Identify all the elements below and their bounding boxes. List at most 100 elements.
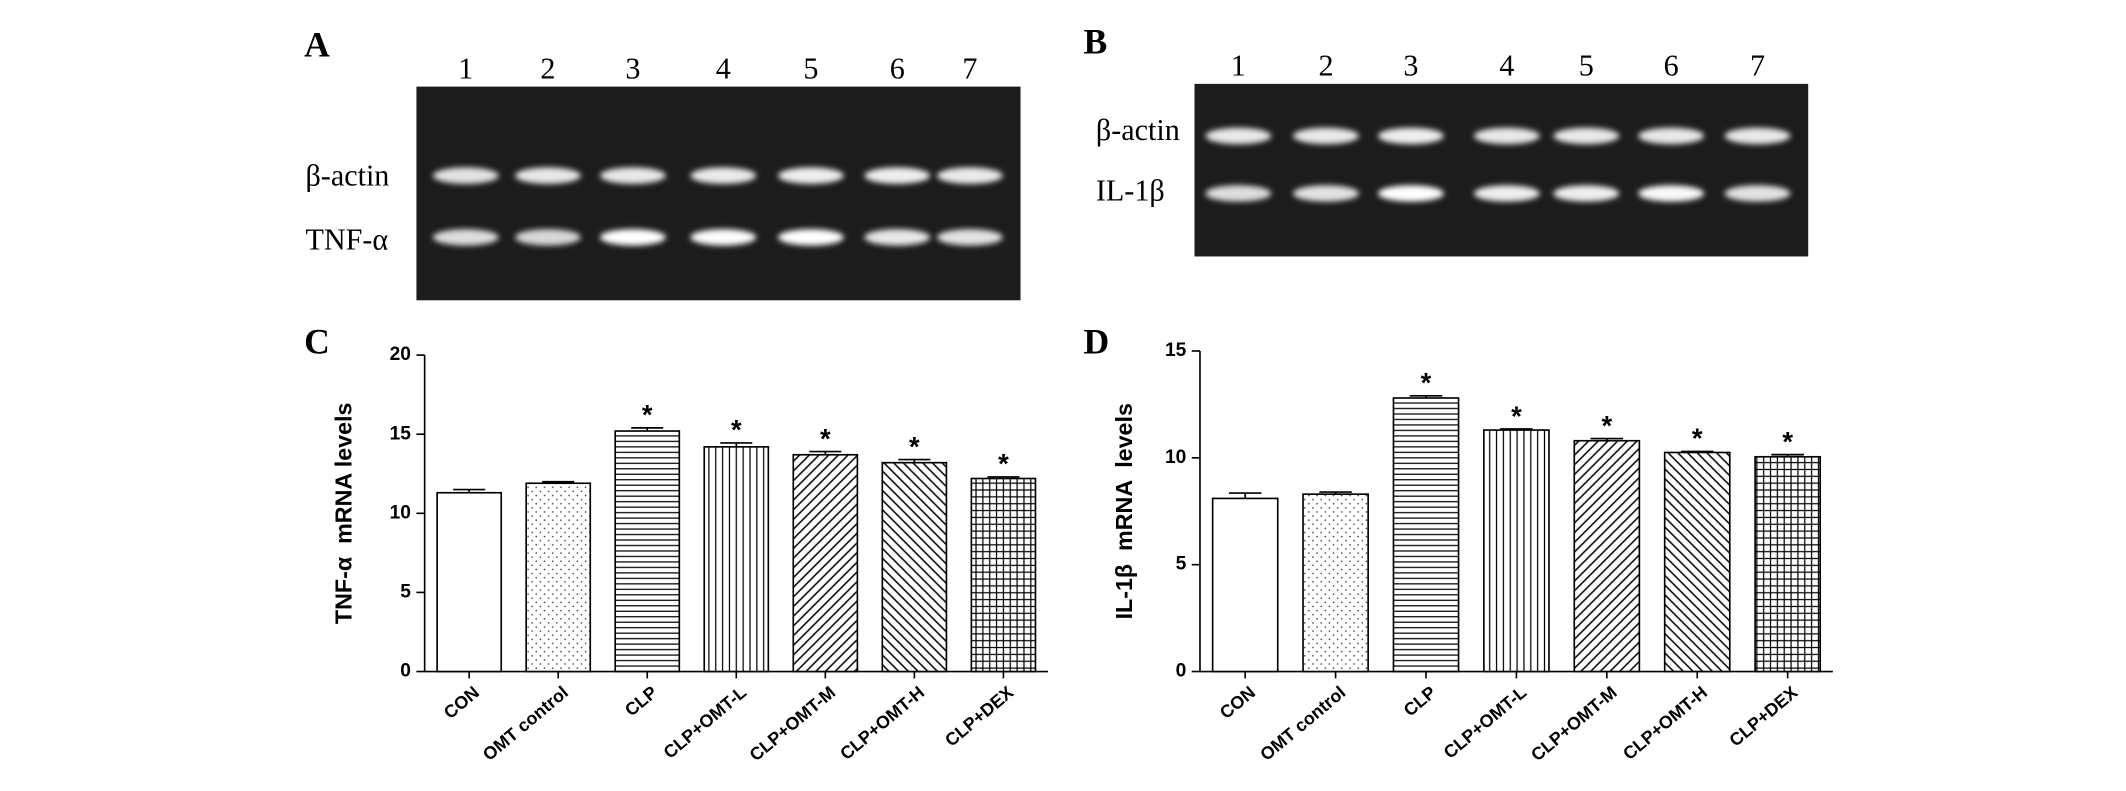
band-label: β-actin	[1096, 113, 1180, 147]
lane-label: 4	[1499, 49, 1514, 83]
bar	[1663, 451, 1731, 673]
bar	[792, 453, 859, 673]
lane-label: 4	[716, 51, 731, 85]
y-tick-label: 20	[390, 344, 411, 365]
bar	[436, 491, 503, 673]
gel-band	[1638, 127, 1705, 145]
gel-band	[1473, 127, 1540, 145]
band-label: IL-1β	[1096, 173, 1165, 207]
y-axis-label: TNF-α mRNA levels	[330, 403, 356, 625]
bar	[1483, 429, 1550, 673]
lane-label: 5	[1579, 49, 1594, 83]
gel-band	[778, 229, 844, 246]
gel-band	[1293, 185, 1359, 202]
error-bar	[1409, 395, 1443, 398]
error-bar	[987, 476, 1020, 479]
significance-marker: *	[731, 414, 742, 445]
x-tick-label: CLP	[1400, 682, 1440, 720]
gel-band	[864, 229, 931, 246]
y-tick-label: 5	[400, 581, 411, 602]
lane-label: 3	[625, 51, 640, 85]
bar	[881, 461, 948, 673]
lane-label: 7	[1750, 49, 1765, 83]
bar	[970, 477, 1037, 673]
bar	[1211, 497, 1279, 673]
gel-band	[599, 229, 666, 246]
y-tick-label: 15	[1165, 340, 1187, 361]
panel-label: C	[304, 322, 330, 362]
x-tick-label: OMT control	[1256, 682, 1349, 765]
gel-band	[1205, 185, 1272, 202]
lane-label: 6	[1664, 49, 1679, 83]
gel-band	[432, 167, 499, 184]
gel-band	[1473, 185, 1540, 202]
lane-label: 2	[1318, 49, 1333, 83]
x-tick-label: CLP	[621, 682, 661, 720]
x-tick-label: CLP+DEX	[1725, 682, 1801, 750]
gel-band	[864, 167, 931, 184]
error-bar	[1680, 450, 1714, 453]
error-bar	[542, 480, 575, 484]
gel-band	[1293, 127, 1359, 145]
gel-band	[936, 167, 1003, 184]
x-tick-label: CLP+OMT-L	[660, 682, 751, 763]
x-tick-label: CLP+OMT-L	[1440, 682, 1531, 763]
gel-band	[599, 167, 666, 184]
gel-band	[1378, 185, 1444, 202]
bar	[1392, 397, 1460, 673]
gel-band	[1638, 185, 1705, 202]
significance-marker: *	[642, 399, 653, 430]
error-bar	[1228, 492, 1262, 499]
gel-image	[416, 86, 1021, 301]
lane-label: 3	[1403, 49, 1418, 83]
error-bar	[1590, 437, 1624, 441]
x-tick-label: CLP+OMT-M	[1527, 682, 1621, 765]
error-bar	[453, 488, 486, 493]
gel-band	[690, 167, 757, 184]
y-tick-label: 0	[400, 661, 411, 682]
significance-marker: *	[909, 431, 920, 462]
bar	[1754, 455, 1822, 673]
gel-band	[515, 229, 581, 246]
x-tick-label: CON	[440, 682, 483, 723]
x-tick-label: CLP+DEX	[941, 682, 1017, 750]
gel-band	[778, 167, 844, 184]
gel-image	[1194, 83, 1809, 257]
bar	[703, 446, 770, 673]
error-bar	[1319, 491, 1352, 495]
x-tick-label: CLP+OMT-M	[746, 682, 840, 765]
x-tick-label: OMT control	[479, 682, 572, 765]
bar	[1302, 493, 1369, 673]
y-tick-label: 15	[390, 423, 412, 444]
gel-band	[1553, 185, 1620, 202]
x-tick-label: CLP+OMT-H	[1619, 682, 1711, 764]
gel-band	[936, 229, 1003, 246]
gel-band	[1378, 127, 1444, 145]
gel-band	[432, 229, 499, 246]
error-bar	[1771, 453, 1804, 457]
gel-band	[1553, 127, 1620, 145]
significance-marker: *	[1692, 423, 1703, 454]
gel-band	[1724, 185, 1791, 202]
x-tick-label: CLP+OMT-H	[836, 682, 928, 764]
panel-label: A	[304, 24, 330, 64]
panel-label: B	[1084, 22, 1108, 62]
lane-label: 1	[458, 51, 473, 85]
bar	[1573, 439, 1641, 673]
y-tick-label: 0	[1176, 661, 1187, 682]
significance-marker: *	[998, 448, 1009, 479]
gel-band	[1205, 127, 1272, 145]
lane-label: 6	[890, 51, 905, 85]
y-tick-label: 5	[1176, 554, 1187, 575]
band-label: TNF-α	[305, 223, 388, 257]
lane-label: 1	[1231, 49, 1246, 83]
bar	[614, 430, 681, 673]
y-axis-label: IL-1β mRNA levels	[1111, 403, 1137, 619]
y-tick-label: 10	[1165, 447, 1186, 468]
error-bar	[720, 442, 753, 447]
bar	[525, 482, 592, 673]
error-bar	[631, 427, 664, 432]
x-tick-label: CON	[1216, 682, 1259, 723]
